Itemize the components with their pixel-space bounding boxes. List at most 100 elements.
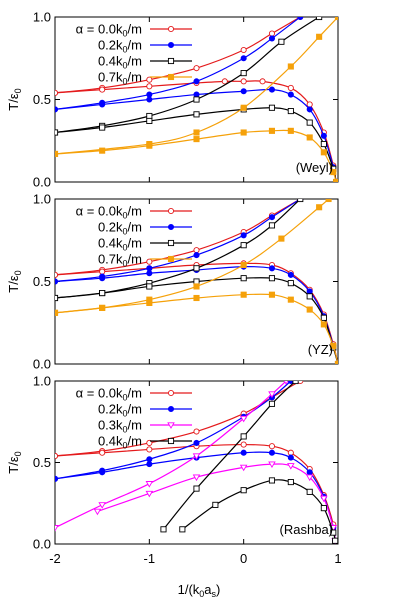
data-point [193, 485, 200, 492]
panel-label: (Weyl) [296, 160, 333, 175]
legend-marker [167, 239, 175, 247]
data-point [278, 38, 285, 45]
data-point [160, 526, 167, 533]
y-title-main: T/ε [6, 93, 21, 111]
y-tick-label: 0.5 [33, 455, 51, 470]
x-tick-label: 0 [240, 551, 247, 566]
data-point [287, 127, 294, 134]
data-point [240, 291, 247, 298]
legend-label-unit: /m [128, 220, 142, 235]
data-point [287, 271, 294, 278]
data-point [193, 294, 200, 302]
data-point [297, 17, 304, 21]
x-tick-label: -2 [49, 551, 61, 566]
data-point [55, 89, 59, 96]
data-point [287, 479, 294, 486]
data-point [268, 449, 276, 456]
data-point [306, 306, 313, 313]
legend-label-unit: /m [128, 22, 142, 37]
data-point [334, 17, 338, 21]
y-tick-label: 1.0 [33, 374, 51, 389]
legend-label-unit: /m [128, 402, 142, 417]
series-line-3-lower [55, 293, 338, 364]
legend-label: α = 0.0k0/m [76, 204, 142, 221]
data-point [193, 439, 200, 446]
data-point [146, 96, 153, 103]
data-point [212, 501, 219, 508]
data-point [297, 199, 304, 203]
data-point [146, 83, 153, 90]
legend-label-main: 0.2k [98, 220, 123, 235]
x-tick-label: -1 [144, 551, 156, 566]
legend-label: 0.2k0/m [98, 402, 142, 419]
legend-label-unit: /m [128, 418, 142, 433]
data-point [179, 526, 186, 533]
legend-label-main: α = 0.0k [76, 204, 123, 219]
data-point [240, 275, 247, 282]
data-point [99, 469, 106, 476]
data-point [268, 391, 276, 398]
data-point [306, 469, 313, 476]
data-point [193, 283, 200, 290]
data-point [320, 495, 328, 503]
legend-label-sub: 0 [123, 425, 128, 435]
data-point [240, 129, 247, 136]
y-axis-title: T/ε0 [6, 270, 23, 292]
legend-marker [167, 437, 175, 445]
data-point [145, 481, 154, 488]
legend-label-main: 0.3k [98, 418, 123, 433]
data-point [278, 235, 285, 242]
data-point [146, 270, 153, 277]
data-point [268, 35, 276, 42]
data-point [146, 299, 153, 307]
legend-label-main: 0.4k [98, 54, 123, 69]
legend-marker [167, 41, 175, 49]
data-point [306, 293, 313, 300]
legend-marker [167, 73, 175, 81]
data-point [193, 96, 200, 103]
data-point [240, 242, 247, 249]
data-point [287, 84, 294, 91]
data-point [268, 214, 276, 221]
data-point [330, 342, 337, 349]
data-point [99, 275, 106, 282]
data-point [55, 150, 59, 158]
data-point [193, 136, 200, 143]
panel-label: (Rashba) [280, 522, 333, 537]
data-point [240, 449, 247, 456]
legend-label-sub: 0 [123, 61, 128, 71]
data-point [306, 288, 313, 295]
data-point [193, 65, 200, 72]
y-tick-label: 0.0 [33, 357, 51, 372]
y-tick-label: 1.0 [33, 192, 51, 207]
data-point [146, 142, 153, 149]
data-point [240, 104, 247, 111]
data-point [193, 265, 200, 272]
data-point [268, 400, 276, 407]
y-title-sub: 0 [13, 88, 23, 93]
data-point [306, 134, 313, 141]
legend-label-main: α = 0.0k [76, 386, 123, 401]
data-point [316, 204, 323, 211]
data-point [99, 290, 106, 297]
data-point [320, 505, 327, 512]
data-point [320, 140, 327, 148]
legend-label-unit: /m [128, 252, 142, 267]
data-point [55, 278, 59, 285]
data-point [193, 91, 200, 98]
series-line-2-upper [55, 381, 287, 529]
y-axis-title: T/ε0 [6, 451, 23, 473]
data-point [287, 463, 295, 470]
x-axis-title: 1/(k0as) [178, 582, 221, 599]
legend-label-sub: 0 [123, 77, 128, 87]
data-point [146, 76, 153, 83]
data-point [259, 78, 266, 85]
data-point [192, 474, 201, 482]
data-point [297, 381, 304, 385]
data-point [146, 112, 153, 120]
data-point [145, 490, 154, 498]
data-point [333, 178, 338, 182]
data-point [99, 124, 106, 131]
legend-label-unit: /m [128, 236, 142, 251]
y-title-main: T/ε [6, 456, 21, 474]
